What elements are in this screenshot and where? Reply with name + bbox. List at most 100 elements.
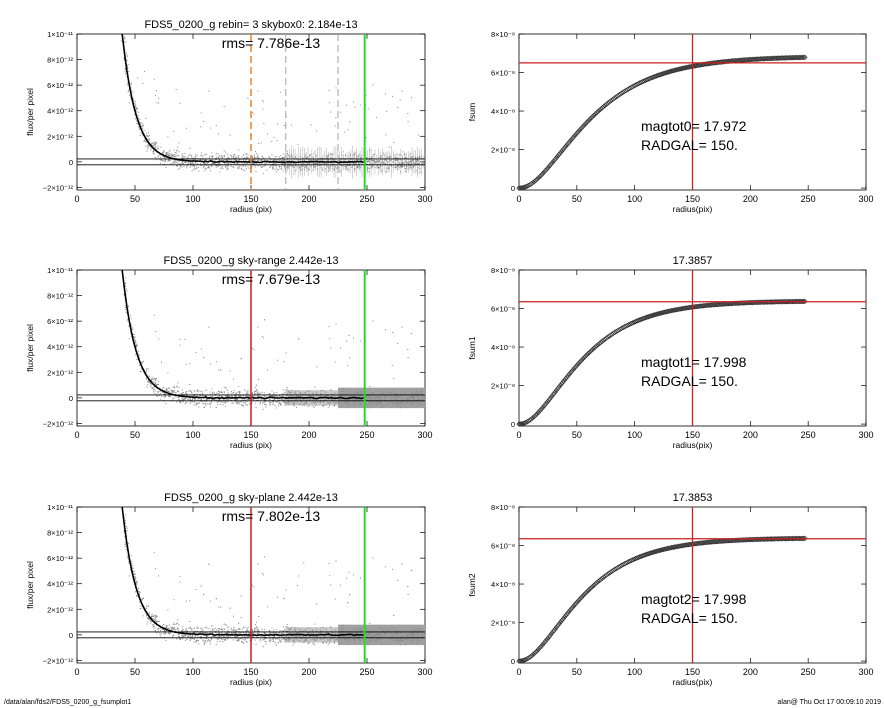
data-point [417,167,419,169]
data-point [186,402,188,404]
data-point [149,145,151,147]
data-point [331,398,333,400]
data-point [326,400,328,402]
data-point [130,555,132,557]
data-point [167,609,169,611]
data-point [380,398,382,400]
data-point [413,164,415,166]
chart-growth-2: 0 50 100 150 200 250 30002×10⁻⁸4×10⁻⁸6×10⁻⁸8×1… [467,255,874,450]
data-point [138,350,140,352]
data-point [313,407,315,409]
data-point [172,391,174,393]
data-point [358,163,360,165]
plot-area [77,507,425,663]
data-point [330,390,332,392]
y-axis-label: fsum [467,103,477,121]
data-point [215,631,217,633]
data-point [417,639,419,641]
data-point [198,170,200,172]
data-point [320,395,322,397]
data-point [175,154,177,156]
data-point [204,158,206,160]
data-point [227,398,229,400]
data-point [347,129,349,131]
curve-point [648,313,654,319]
data-point [396,630,398,632]
curve-point [682,64,689,71]
data-point [146,141,148,143]
data-point [314,386,316,388]
data-point [293,162,295,164]
data-point [340,405,342,407]
data-point [386,167,388,169]
data-point [194,162,196,164]
data-point [195,630,197,632]
data-point [395,403,397,405]
curve-point [648,75,654,81]
data-point [254,157,256,159]
curve-point [666,308,672,314]
data-point [316,130,318,132]
data-point [284,162,286,164]
data-point [142,126,144,128]
data-point [275,164,277,166]
data-point [182,629,184,631]
data-point [274,405,276,407]
data-point [235,398,237,400]
data-point [125,52,127,54]
data-point [215,166,217,168]
data-point [424,640,425,642]
data-point [314,150,316,152]
data-point [416,390,418,392]
data-point [190,399,192,401]
data-point [390,391,392,393]
data-point [172,161,174,163]
data-point [137,111,139,113]
data-point [378,633,380,635]
data-point [417,160,419,162]
data-point [164,160,166,162]
data-point [235,399,237,401]
data-point [281,393,283,395]
data-point [139,593,141,595]
data-point [126,557,128,559]
data-point [373,154,375,156]
data-point [336,402,338,404]
data-point [263,574,265,576]
data-point [358,628,360,630]
data-point [395,630,397,632]
data-point [417,635,419,637]
data-point [258,392,260,394]
data-point [377,401,379,403]
data-point [421,398,423,400]
data-point [185,393,187,395]
curve-point [675,66,682,72]
data-point [166,388,168,390]
data-point [130,323,132,325]
data-point [401,154,403,156]
data-point [292,644,294,646]
data-point [212,392,214,394]
data-point [280,155,282,157]
data-point [182,399,184,401]
curve-point [799,54,805,61]
data-point [164,396,166,398]
data-point [157,383,159,385]
data-point [366,635,368,637]
data-point [334,125,336,127]
data-point [415,391,417,393]
data-point [300,170,302,172]
data-point [282,389,284,391]
data-point [366,642,368,644]
data-point [195,351,197,353]
data-point [217,635,219,637]
data-point [419,635,421,637]
data-point [195,161,197,163]
data-point [183,161,185,163]
data-point [179,402,181,404]
data-point [134,575,136,577]
data-point [219,401,221,403]
data-point [281,167,283,169]
data-point [141,361,143,363]
y-axis-label: fsum1 [467,336,477,359]
